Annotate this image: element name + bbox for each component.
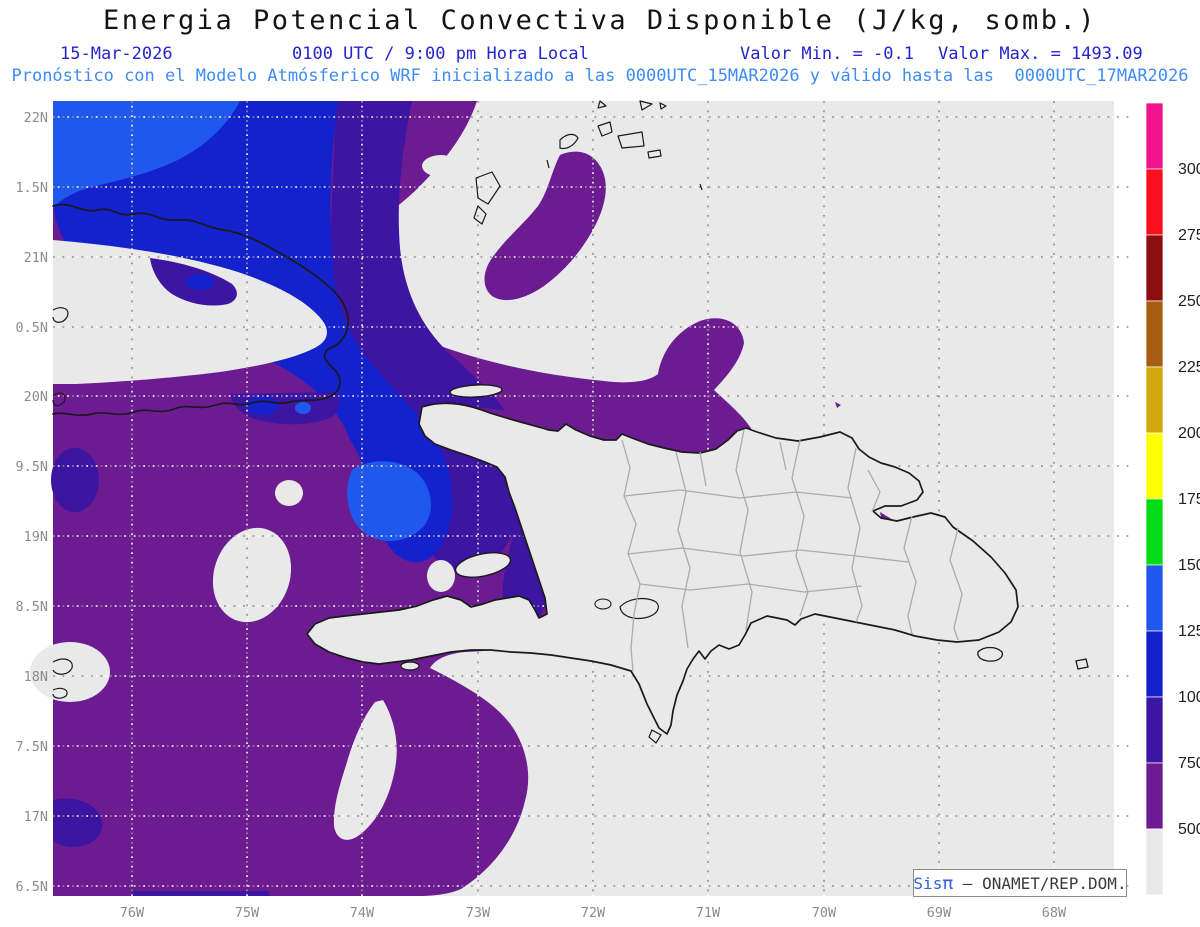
colorbar-tick: 1000 xyxy=(1178,689,1200,706)
cape-region-750-southwest xyxy=(53,798,103,847)
cape-blob-inagua xyxy=(484,151,606,301)
y-axis: 22N 1.5N 21N 0.5N 20N 9.5N 19N 8.5N 18N … xyxy=(15,110,48,895)
page-title: Energia Potencial Convectiva Disponible … xyxy=(102,5,1098,36)
jamaica-edge xyxy=(52,658,73,699)
colorbar-tick: 1500 xyxy=(1178,557,1200,574)
x-tick: 72W xyxy=(581,905,606,921)
x-axis: 76W 75W 74W 73W 72W 71W 70W 69W 68W xyxy=(120,905,1067,921)
province-borders xyxy=(621,429,963,672)
cuba-cay xyxy=(52,392,66,407)
gulf-gray-pocket xyxy=(427,560,455,592)
colorbar: 3000 2750 2500 2250 2000 1750 1500 1250 … xyxy=(1145,102,1200,896)
gray-hole xyxy=(30,642,110,702)
colorbar-tick: 1750 xyxy=(1178,491,1200,508)
caicos-islands xyxy=(546,100,703,191)
colorbar-segment xyxy=(1145,498,1164,566)
colorbar-segment xyxy=(1145,432,1164,500)
x-tick: 70W xyxy=(812,905,837,921)
gonave-island xyxy=(454,552,512,578)
colorbar-segment xyxy=(1145,102,1164,170)
cape-core-nw xyxy=(53,101,240,208)
value-min-label: Valor Min. = -0.1 xyxy=(740,44,914,64)
x-tick: 71W xyxy=(696,905,721,921)
y-tick: 22N xyxy=(24,110,48,126)
attribution-org: ONAMET/REP.DOM. xyxy=(982,873,1127,893)
colorbar-tick: 750 xyxy=(1178,755,1200,772)
colorbar-tick: 2000 xyxy=(1178,425,1200,442)
colorbar-segment xyxy=(1145,696,1164,764)
attribution-separator: – xyxy=(953,873,983,893)
colorbar-segment xyxy=(1145,234,1164,302)
cuba-south-blue xyxy=(246,397,278,415)
colorbar-segment xyxy=(1145,300,1164,368)
model-run-line: Pronóstico con el Modelo Atmósferico WRF… xyxy=(11,66,1189,86)
beata-island xyxy=(648,729,662,744)
mona-island xyxy=(1075,658,1089,670)
y-tick: 0.5N xyxy=(15,320,48,336)
colorbar-tick: 2750 xyxy=(1178,227,1200,244)
attribution-system: Sis xyxy=(913,873,943,893)
y-tick: 20N xyxy=(24,389,48,405)
colorbar-tick: 2250 xyxy=(1178,359,1200,376)
colorbar-segment xyxy=(1145,762,1164,830)
cape-region-750-bottomedge xyxy=(130,891,270,896)
gray-hole xyxy=(422,155,460,177)
gray-hole xyxy=(275,480,303,506)
x-tick: 75W xyxy=(235,905,260,921)
gray-hole xyxy=(212,527,292,623)
pi-icon: π xyxy=(942,872,954,894)
tortuga-island xyxy=(449,384,503,398)
y-tick: 8.5N xyxy=(15,599,48,615)
y-tick: 9.5N xyxy=(15,459,48,475)
forecast-date: 15-Mar-2026 xyxy=(60,44,173,64)
cuba-coastline xyxy=(52,203,350,417)
saona-island xyxy=(977,646,1004,662)
cape-speck xyxy=(835,402,841,408)
great-inagua xyxy=(473,171,501,225)
x-tick: 74W xyxy=(350,905,375,921)
colorbar-tick: 3000 xyxy=(1178,161,1200,178)
cuba-cay xyxy=(52,307,69,323)
colorbar-tick: 2500 xyxy=(1178,293,1200,310)
y-tick: 6.5N xyxy=(15,879,48,895)
y-tick: 17N xyxy=(24,809,48,825)
y-tick: 7.5N xyxy=(15,739,48,755)
x-tick: 68W xyxy=(1042,905,1067,921)
colorbar-segment xyxy=(1145,168,1164,236)
y-tick: 1.5N xyxy=(15,180,48,196)
guantanamo-bright-spot xyxy=(295,402,311,414)
cuba-land xyxy=(53,240,327,384)
colorbar-segment xyxy=(1145,828,1164,896)
y-tick: 21N xyxy=(24,250,48,266)
forecast-time: 0100 UTC / 9:00 pm Hora Local xyxy=(292,44,589,64)
cuba-coast-patch-blue xyxy=(186,274,214,290)
cape-core-windward xyxy=(347,461,431,541)
cape-region-750-westedge xyxy=(51,448,99,512)
x-tick: 73W xyxy=(466,905,491,921)
colorbar-tick: 1250 xyxy=(1178,623,1200,640)
colorbar-segment xyxy=(1145,366,1164,434)
x-tick: 76W xyxy=(120,905,145,921)
colorbar-tick: 500 xyxy=(1178,821,1200,838)
value-max-label: Valor Max. = 1493.09 xyxy=(938,44,1143,64)
colorbar-segment xyxy=(1145,564,1164,632)
gray-channel xyxy=(333,700,397,840)
y-tick: 18N xyxy=(24,669,48,685)
ile-a-vache xyxy=(400,661,420,671)
x-tick: 69W xyxy=(927,905,952,921)
lake-azuei xyxy=(594,598,612,610)
colorbar-segment xyxy=(1145,630,1164,698)
y-tick: 19N xyxy=(24,529,48,545)
attribution-box: Sis π – ONAMET/REP.DOM. xyxy=(913,869,1127,897)
